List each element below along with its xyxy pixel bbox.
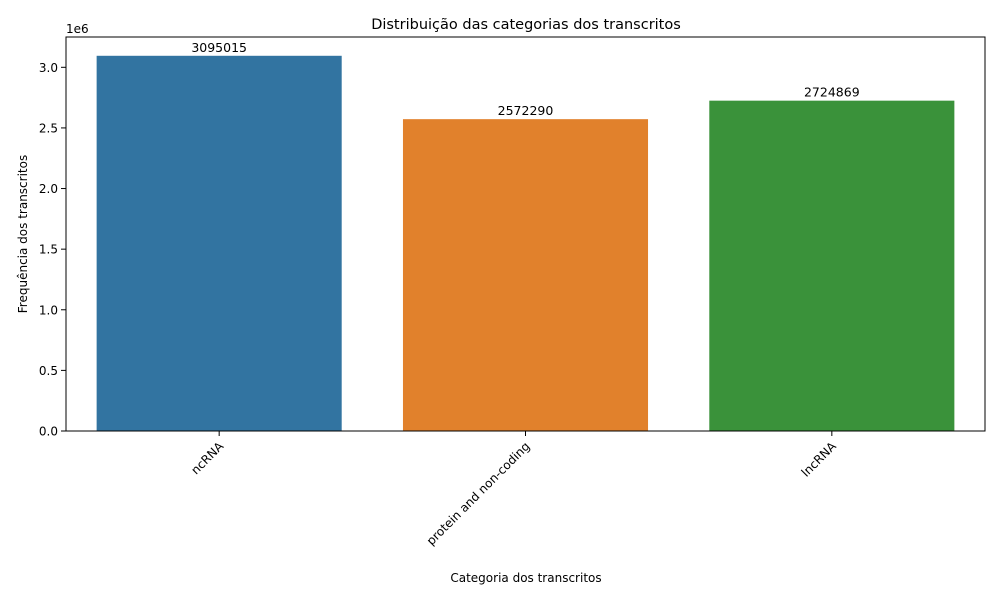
plot-frame [65,36,986,432]
y-tick-label: 1.0 [39,303,58,317]
y-tick-label: 0.0 [39,425,58,439]
x-tick-label: ncRNA [188,439,227,478]
x-axis-label: Categoria dos transcritos [450,571,601,585]
y-tick-label: 3.0 [39,61,58,75]
x-tick-label: protein and non-coding [424,439,533,548]
y-tick-label: 1.5 [39,243,58,257]
bar-lncrna [709,100,955,431]
data-label: 3095015 [191,40,247,55]
data-label: 2724869 [804,85,860,100]
y-tick-label: 0.5 [39,364,58,378]
bar-ncrna [96,55,342,432]
data-label: 2572290 [498,103,554,118]
bar-protein-and-non-coding [402,119,649,431]
y-offset-label: 1e6 [66,22,89,36]
x-tick-label: lncRNA [799,439,840,480]
chart-title: Distribuição das categorias dos transcri… [371,17,681,33]
plot-area: 3095015 ncRNA 2572290 protein and non-codin… [39,36,986,548]
y-tick-label: 2.5 [39,121,58,135]
y-axis-label: Frequência dos transcritos [16,155,30,313]
y-tick-label: 2.0 [39,182,58,196]
